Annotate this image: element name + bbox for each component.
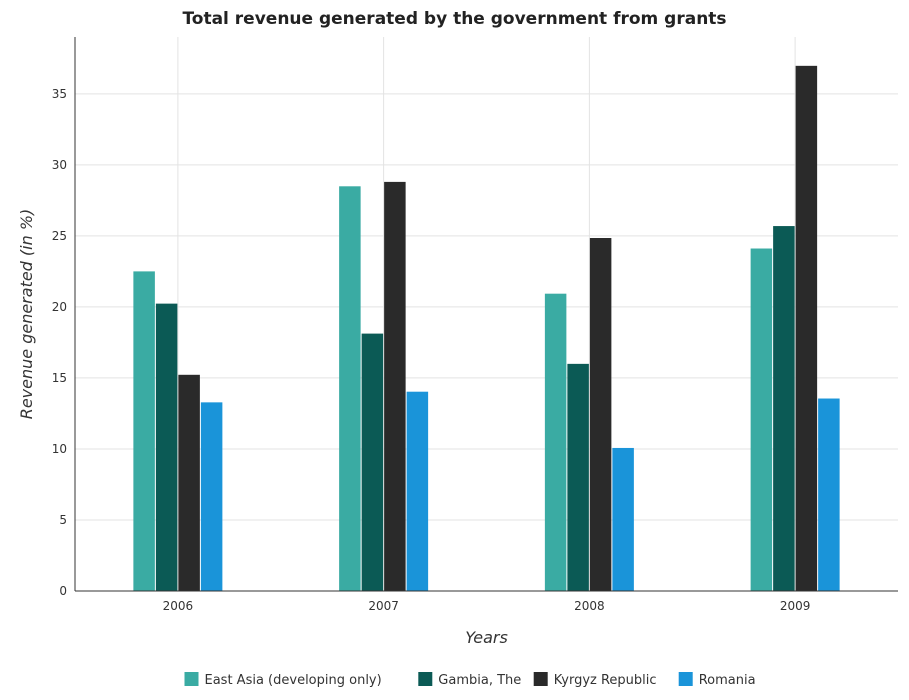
axes: 2006 2007 2008 2009 0 5 10 15 20 25 30 35 [52,37,898,613]
bar-romania-2008 [612,447,634,591]
y-tick-label: 30 [52,158,67,172]
bar-romania-2006 [200,402,223,591]
y-tick-label: 5 [59,513,67,527]
legend-swatch [678,672,693,686]
bar-east-asia-developing-only--2008 [544,293,567,591]
legend: East Asia (developing only) Gambia, The Ky… [184,672,756,688]
y-tick-label: 10 [52,442,67,456]
legend-label: Romania [699,673,756,688]
legend-swatch [533,672,548,686]
bar-romania-2007 [406,391,429,591]
bar-romania-2009 [818,398,840,591]
y-tick-label: 25 [52,229,67,243]
chart-title: Total revenue generated by the governmen… [182,9,727,29]
x-tick-label: 2007 [368,599,399,613]
bar-gambia-the-2006 [155,303,178,591]
bar-kyrgyz-republic-2008 [589,238,612,591]
bars [133,65,840,592]
y-tick-label: 35 [52,87,67,101]
x-tick-label: 2008 [574,599,605,613]
bar-east-asia-developing-only--2009 [750,248,773,592]
grid-lines [75,37,898,592]
bar-east-asia-developing-only--2007 [339,186,361,591]
bar-gambia-the-2009 [773,226,795,591]
x-tick-label: 2009 [780,599,811,613]
bar-kyrgyz-republic-2009 [795,65,818,591]
y-tick-label: 0 [59,584,67,598]
x-tick-label: 2006 [163,599,194,613]
x-axis-title: Years [465,628,508,647]
y-tick-label: 20 [52,300,67,314]
y-tick-label: 15 [52,371,67,385]
bar-kyrgyz-republic-2007 [384,181,406,591]
bar-east-asia-developing-only--2006 [133,271,155,591]
y-axis-title: Revenue generated (in %) [17,209,36,420]
bar-gambia-the-2007 [361,333,384,591]
bar-gambia-the-2008 [567,363,589,591]
bar-kyrgyz-republic-2006 [178,374,200,591]
legend-swatch [418,672,433,686]
legend-label: Kyrgyz Republic [554,673,657,688]
legend-swatch [184,672,199,686]
legend-label: East Asia (developing only) [205,673,382,688]
legend-label: Gambia, The [438,673,521,688]
